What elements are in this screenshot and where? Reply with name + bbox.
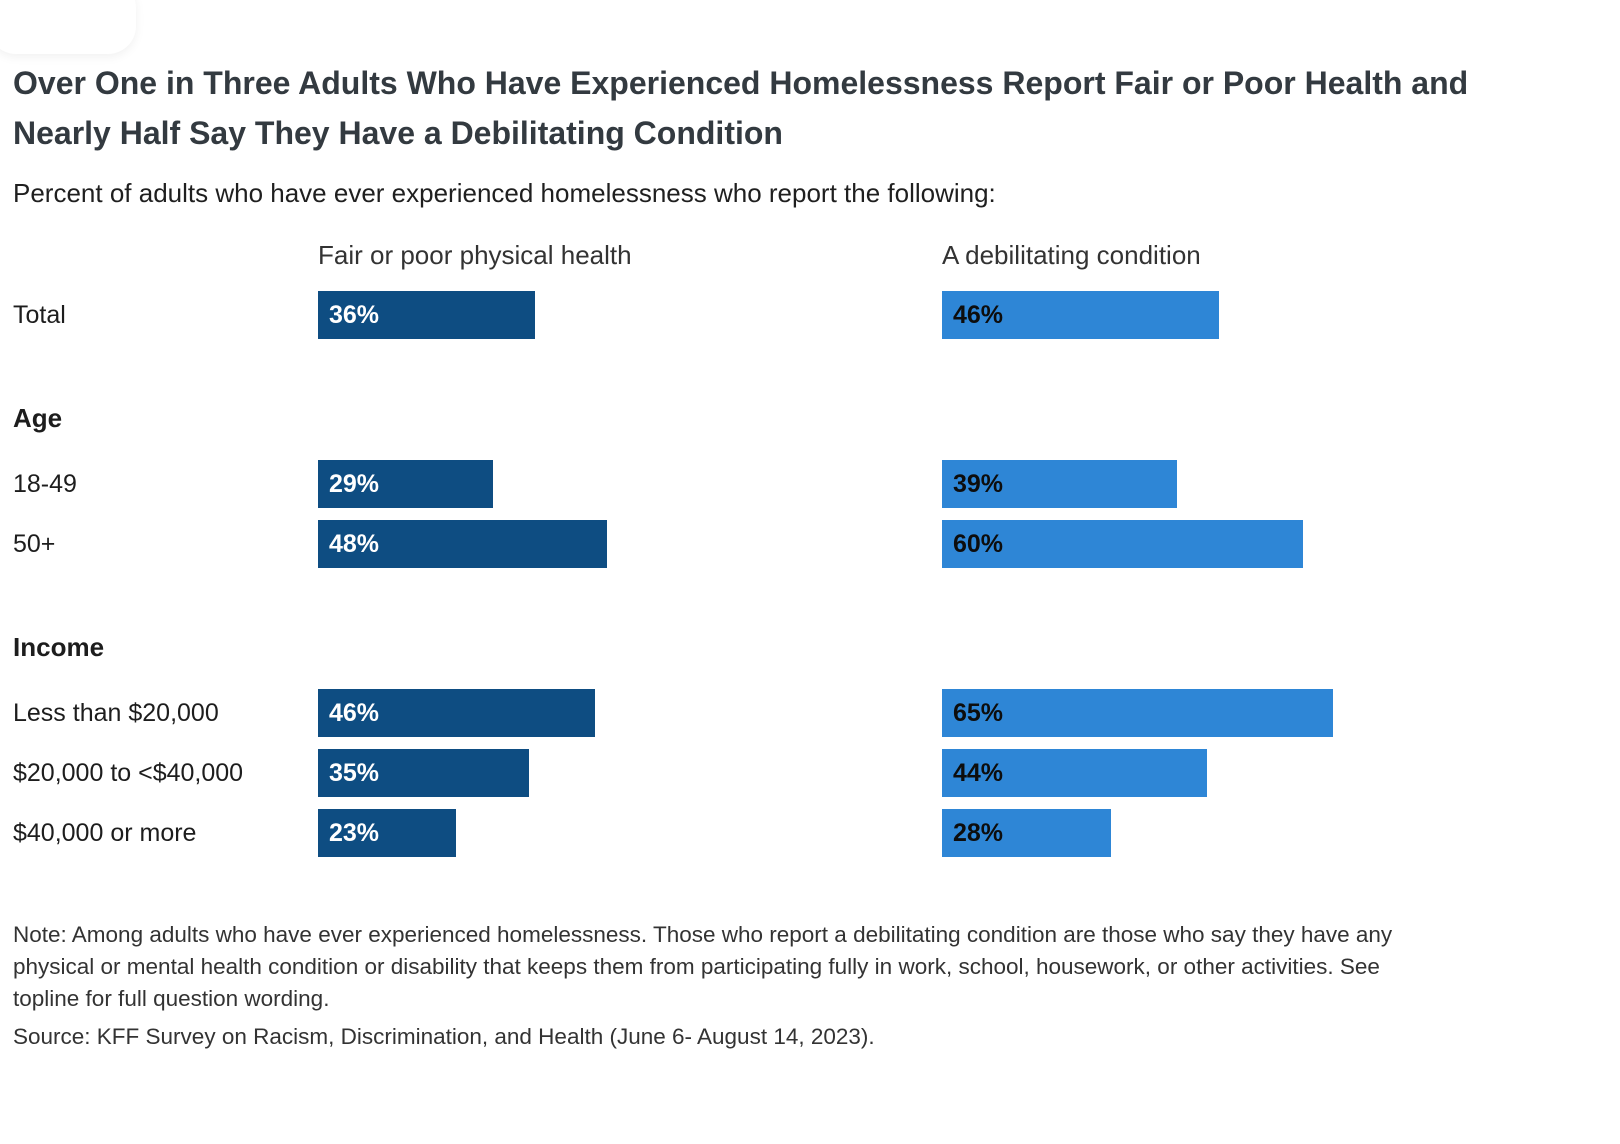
bar-cell: 60% bbox=[942, 520, 1580, 568]
chart-row: 18-49 29% 39% bbox=[13, 460, 1580, 508]
section-header: Age bbox=[13, 403, 63, 433]
bar: 44% bbox=[942, 749, 1207, 797]
section-header: Income bbox=[13, 632, 105, 662]
row-label: 18-49 bbox=[13, 469, 77, 498]
bar: 46% bbox=[942, 291, 1219, 339]
bar-cell: 36% bbox=[318, 291, 942, 339]
bar-value-label: 23% bbox=[329, 818, 380, 847]
bar: 35% bbox=[318, 749, 529, 797]
bar: 46% bbox=[318, 689, 595, 737]
bar-value-label: 46% bbox=[329, 698, 380, 727]
row-label: Less than $20,000 bbox=[13, 698, 219, 727]
logo-card bbox=[0, 0, 136, 54]
bar-value-label: 35% bbox=[329, 758, 380, 787]
row-label: $20,000 to <$40,000 bbox=[13, 758, 244, 787]
bar-value-label: 46% bbox=[953, 300, 1004, 329]
bar-cell: 23% bbox=[318, 809, 942, 857]
bar-value-label: 28% bbox=[953, 818, 1004, 847]
column-header-debilitating-condition: A debilitating condition bbox=[942, 240, 1201, 270]
bar-value-label: 60% bbox=[953, 529, 1004, 558]
bar-value-label: 44% bbox=[953, 758, 1004, 787]
row-label: 50+ bbox=[13, 529, 56, 558]
row-label: Total bbox=[13, 300, 66, 329]
bar: 23% bbox=[318, 809, 456, 857]
chart-row: $40,000 or more 23% 28% bbox=[13, 809, 1580, 857]
bar-value-label: 48% bbox=[329, 529, 380, 558]
bar: 60% bbox=[942, 520, 1303, 568]
bar-cell: 35% bbox=[318, 749, 942, 797]
bar: 48% bbox=[318, 520, 607, 568]
chart-note: Note: Among adults who have ever experie… bbox=[13, 922, 1393, 1011]
bar-cell: 28% bbox=[942, 809, 1580, 857]
chart-source: Source: KFF Survey on Racism, Discrimina… bbox=[13, 1024, 875, 1049]
bar-value-label: 39% bbox=[953, 469, 1004, 498]
chart-row: Less than $20,000 46% 65% bbox=[13, 689, 1580, 737]
chart-content: Over One in Three Adults Who Have Experi… bbox=[13, 65, 1580, 1049]
bar: 65% bbox=[942, 689, 1333, 737]
bar-cell: 39% bbox=[942, 460, 1580, 508]
bar-cell: 46% bbox=[942, 291, 1580, 339]
chart-rows: Total 36% 46% Age 18-49 29% 39% 50+ 48% 60% Income… bbox=[13, 291, 1580, 857]
bar-cell: 29% bbox=[318, 460, 942, 508]
chart-row: Total 36% 46% bbox=[13, 291, 1580, 339]
column-header-spacer bbox=[13, 240, 318, 271]
bar-cell: 46% bbox=[318, 689, 942, 737]
chart-title: Over One in Three Adults Who Have Experi… bbox=[13, 65, 1469, 151]
bar: 39% bbox=[942, 460, 1177, 508]
chart-row: 50+ 48% 60% bbox=[13, 520, 1580, 568]
column-headers: Fair or poor physical health A debilitat… bbox=[13, 240, 1580, 271]
chart-subtitle: Percent of adults who have ever experien… bbox=[13, 178, 996, 208]
bar-value-label: 29% bbox=[329, 469, 380, 498]
bar-cell: 44% bbox=[942, 749, 1580, 797]
bar: 28% bbox=[942, 809, 1111, 857]
bar: 29% bbox=[318, 460, 493, 508]
bar: 36% bbox=[318, 291, 535, 339]
row-label: $40,000 or more bbox=[13, 818, 197, 847]
bar-cell: 65% bbox=[942, 689, 1580, 737]
chart-row: $20,000 to <$40,000 35% 44% bbox=[13, 749, 1580, 797]
column-header-physical-health: Fair or poor physical health bbox=[318, 240, 632, 270]
bar-cell: 48% bbox=[318, 520, 942, 568]
bar-value-label: 65% bbox=[953, 698, 1004, 727]
bar-value-label: 36% bbox=[329, 300, 380, 329]
